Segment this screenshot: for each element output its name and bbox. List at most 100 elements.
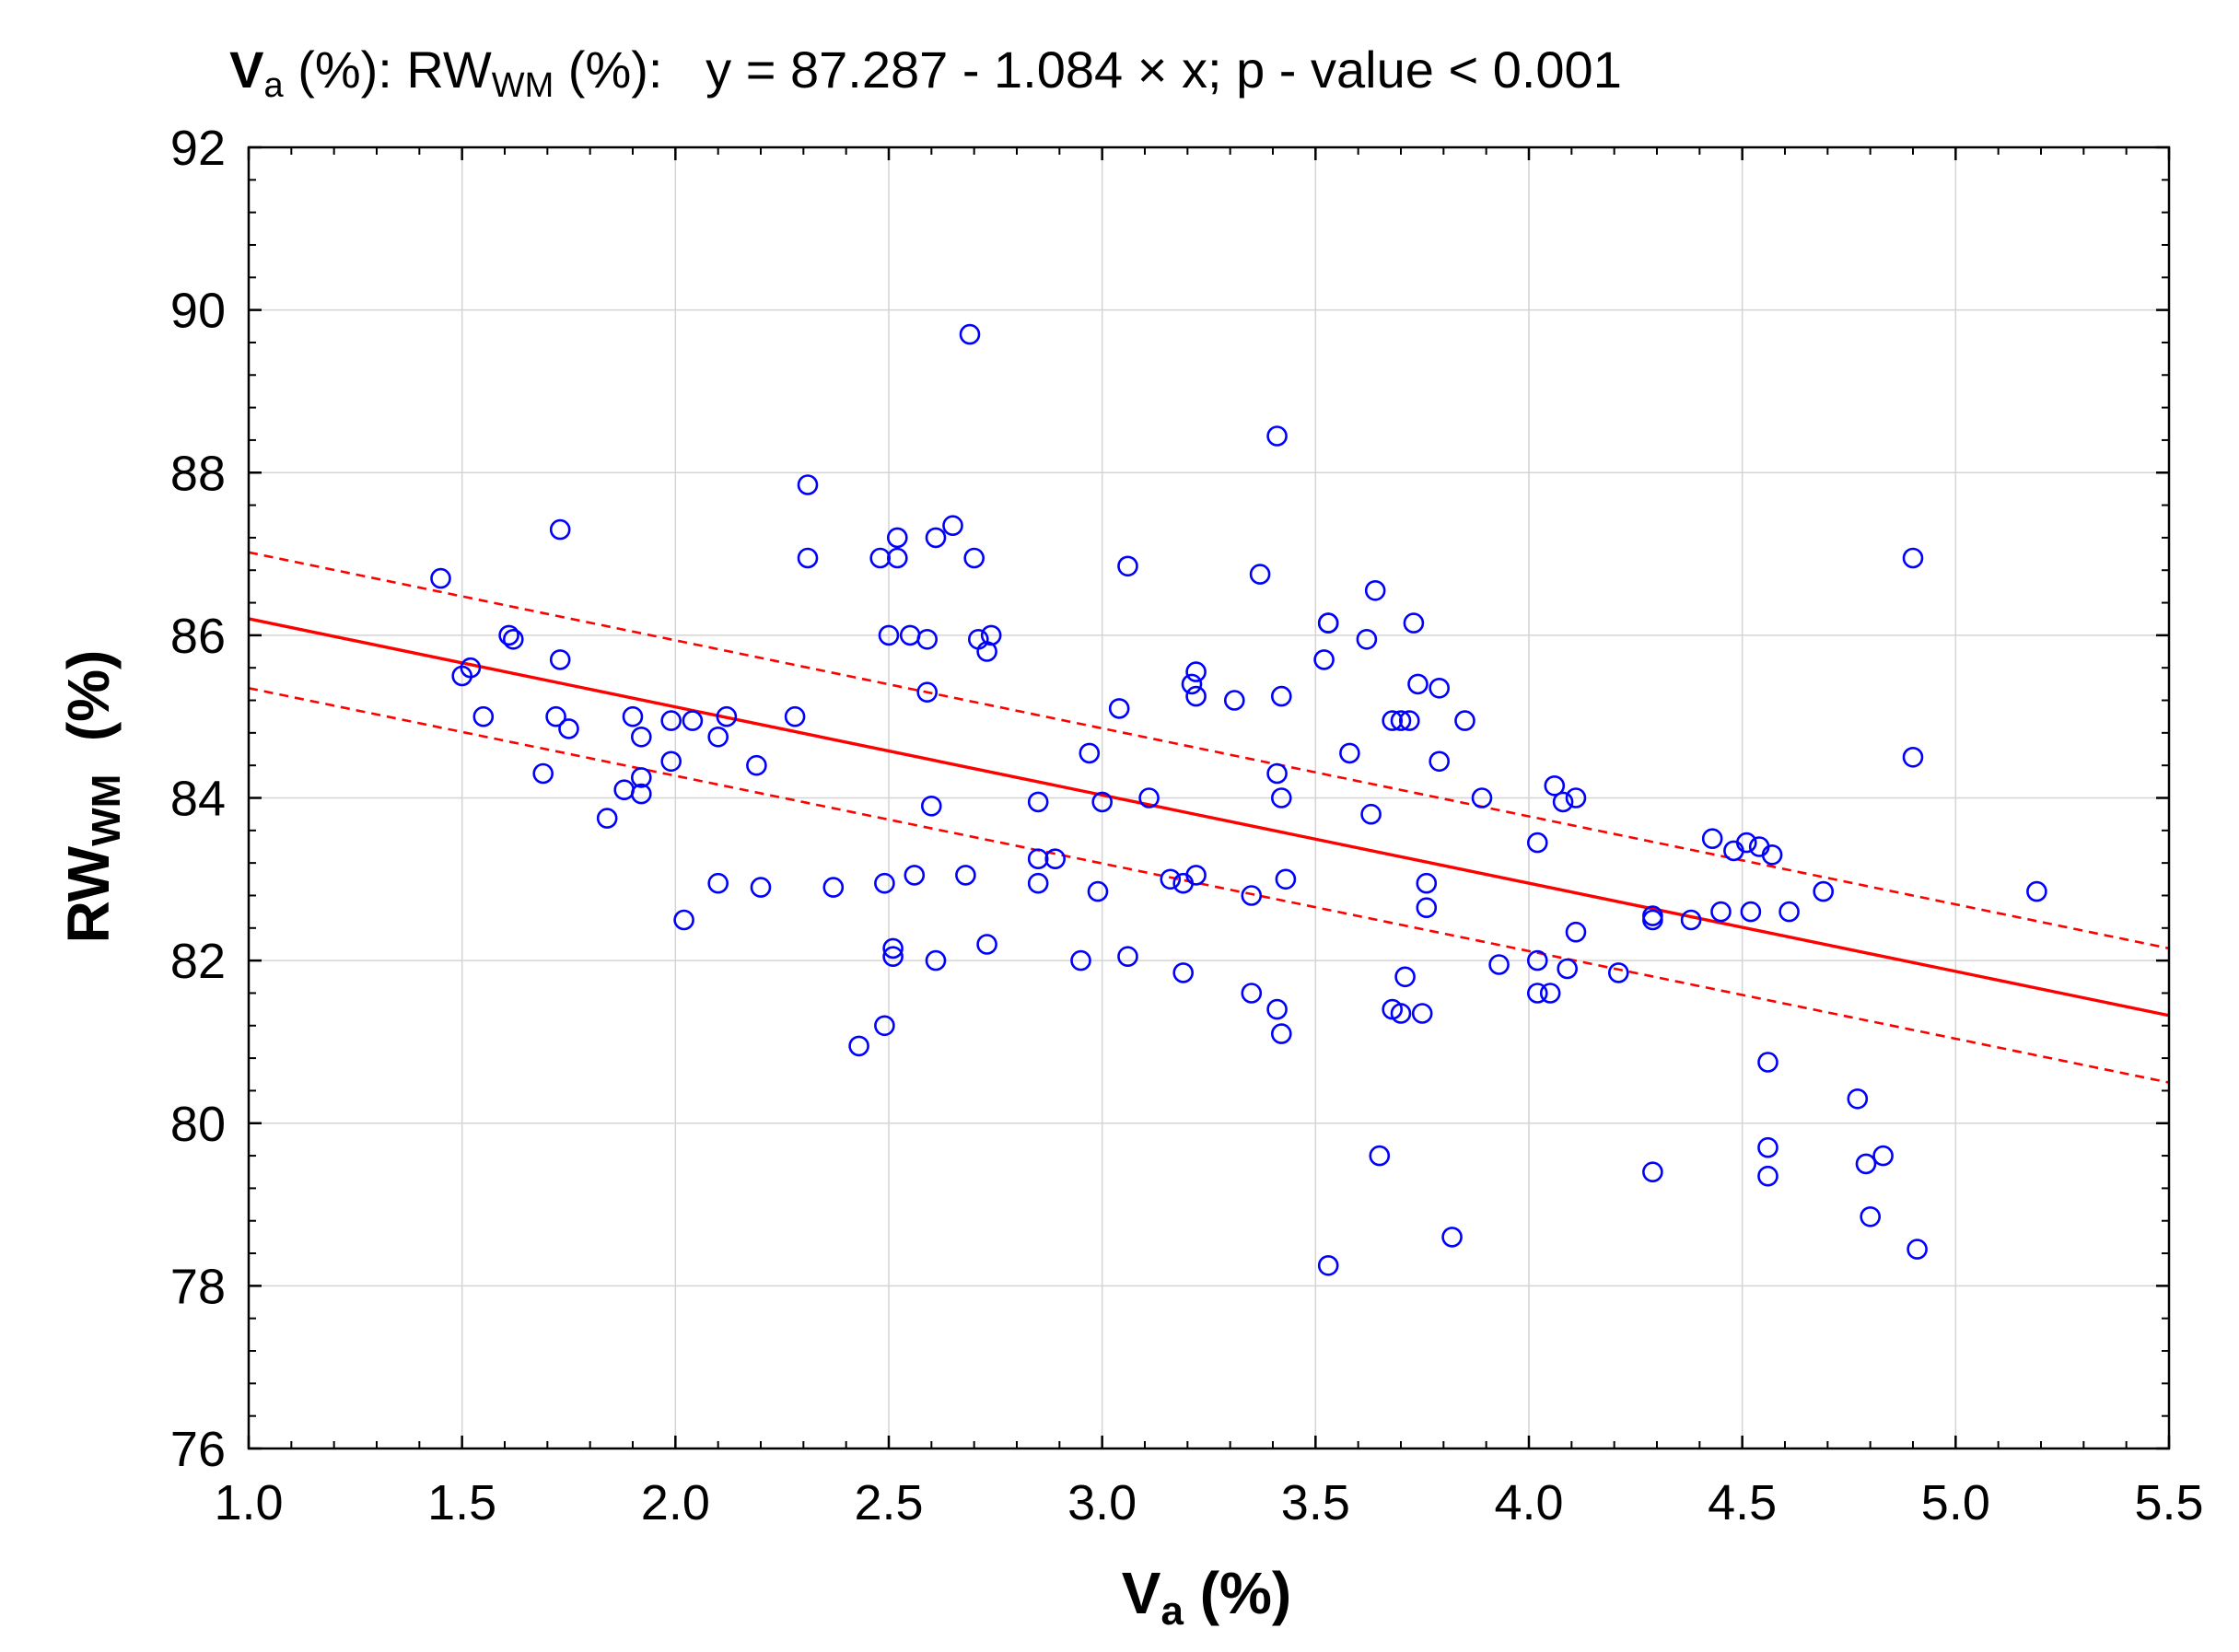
title-y-var: RW	[406, 41, 491, 99]
data-point	[1079, 742, 1101, 764]
y-tick-label: 80	[170, 1097, 226, 1152]
data-point	[925, 949, 947, 971]
ylabel-var: RW	[55, 845, 122, 943]
data-point	[1117, 555, 1138, 577]
data-point	[1044, 848, 1066, 870]
data-point	[1185, 661, 1207, 682]
data-point	[1364, 579, 1386, 601]
data-point	[882, 946, 904, 967]
y-tick-label: 88	[170, 446, 226, 501]
data-point	[1317, 612, 1339, 634]
x-tick-label: 4.5	[1708, 1475, 1777, 1530]
data-point	[1757, 1165, 1778, 1187]
data-point	[1411, 1003, 1433, 1024]
ylabel-sub: WM	[84, 774, 129, 846]
data-point	[1241, 983, 1263, 1004]
data-point	[822, 877, 845, 898]
data-point	[1454, 710, 1475, 731]
y-axis-label: RWWM (%)	[55, 650, 129, 944]
data-points	[430, 323, 2047, 1276]
data-point	[1087, 880, 1109, 902]
data-point	[1471, 787, 1493, 809]
data-point	[716, 705, 738, 727]
data-point	[1091, 791, 1113, 813]
data-point	[673, 909, 694, 931]
data-point	[1860, 1206, 1881, 1227]
data-point	[1138, 787, 1160, 809]
data-point	[1403, 612, 1425, 634]
data-point	[472, 705, 495, 727]
data-point	[613, 779, 636, 801]
data-point	[784, 705, 806, 727]
data-point	[1761, 843, 1783, 866]
data-point	[1275, 868, 1297, 890]
data-point	[1360, 803, 1382, 825]
data-point	[1241, 885, 1263, 906]
data-point	[549, 649, 571, 670]
x-tick-label: 1.5	[427, 1475, 496, 1530]
data-point	[1642, 909, 1663, 931]
data-point	[1390, 710, 1412, 731]
data-point	[2026, 880, 2047, 902]
data-point	[1642, 1161, 1663, 1182]
x-tick-label: 5.0	[1921, 1475, 1990, 1530]
data-point	[460, 657, 482, 679]
data-point	[1544, 774, 1566, 797]
y-tick-label: 86	[170, 609, 226, 664]
x-tick-labels: 1.0 1.5 2.0 2.5 3.0 3.5 4.0 4.5 5.0 5.5	[214, 1475, 2203, 1530]
y-tick-label: 90	[170, 284, 226, 339]
y-tick-label: 76	[170, 1422, 226, 1477]
data-point	[959, 323, 981, 345]
data-point	[1224, 690, 1245, 711]
data-point	[1185, 685, 1207, 707]
data-point	[430, 567, 451, 589]
data-point	[942, 515, 963, 537]
data-point	[878, 624, 900, 646]
y-tick-label: 84	[170, 772, 226, 827]
data-point	[1382, 710, 1403, 731]
data-point	[1266, 425, 1288, 447]
x-tick-label: 3.5	[1281, 1475, 1350, 1530]
data-point	[558, 718, 579, 739]
data-point	[1539, 983, 1561, 1004]
data-point	[916, 628, 939, 650]
data-point	[502, 628, 524, 650]
x-tick-label: 4.0	[1494, 1475, 1563, 1530]
data-point	[1813, 880, 1834, 902]
data-point	[1172, 962, 1194, 983]
data-point	[1527, 949, 1548, 971]
data-point	[797, 474, 819, 495]
data-point	[869, 547, 892, 569]
data-point	[1701, 828, 1723, 850]
data-point	[916, 681, 939, 704]
data-point	[848, 1035, 869, 1057]
data-point	[1027, 791, 1049, 813]
regression-line-group	[248, 617, 2170, 1018]
data-point	[963, 547, 985, 569]
x-tick-label: 2.5	[854, 1475, 923, 1530]
data-point	[1778, 901, 1800, 923]
data-point	[1557, 958, 1578, 980]
x-tick-label: 3.0	[1067, 1475, 1137, 1530]
title-equation: y = 87.287 - 1.084 × x; p - value < 0.00…	[706, 41, 1622, 99]
data-point	[1872, 1145, 1894, 1167]
chart-title: Va (%): RWWM (%): y = 87.287 - 1.084 × x…	[229, 41, 1622, 105]
data-point	[1356, 628, 1378, 650]
data-point	[549, 518, 571, 541]
data-point	[920, 795, 942, 817]
data-point	[746, 754, 767, 776]
data-point	[630, 726, 652, 748]
data-point	[1416, 897, 1438, 919]
y-tick-label: 78	[170, 1259, 226, 1314]
data-point	[797, 547, 819, 569]
data-point	[976, 934, 997, 955]
data-point	[545, 705, 566, 727]
data-point	[1527, 832, 1548, 854]
title-y-sub: WM	[492, 66, 554, 105]
data-point	[1902, 746, 1924, 768]
data-point	[1902, 547, 1924, 569]
data-point	[925, 527, 947, 549]
data-point	[1027, 872, 1049, 894]
data-point	[1757, 1052, 1778, 1073]
data-point	[1855, 1153, 1877, 1175]
